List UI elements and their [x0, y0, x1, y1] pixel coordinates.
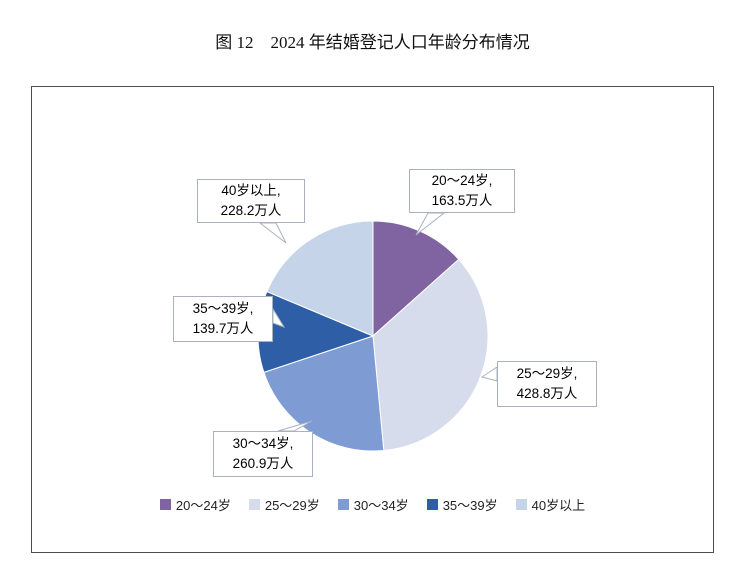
callout-category-label: 30～34岁,: [232, 436, 294, 452]
legend-label: 30～34岁: [353, 498, 409, 513]
chart-legend: 20～24岁 25～29岁 30～34岁 35～39岁 40岁以上: [32, 495, 713, 514]
legend-swatch: [337, 499, 349, 510]
callout-value-label: 428.8万人: [516, 386, 578, 401]
data-label-callout-2: 30～34岁, 260.9万人: [213, 431, 313, 477]
legend-swatch: [159, 499, 171, 510]
figure-title: 图 12 2024 年结婚登记人口年龄分布情况: [215, 33, 530, 52]
callout-category-label: 40岁以上,: [221, 183, 281, 199]
legend-item-4: 40岁以上: [515, 495, 586, 514]
legend-item-3: 35～39岁: [426, 495, 498, 514]
pie-slice-1: [372, 258, 489, 452]
legend-swatch: [426, 499, 438, 510]
legend-label: 40岁以上: [531, 498, 586, 513]
callout-value-label: 139.7万人: [192, 321, 254, 336]
callout-pointer-4: [258, 222, 287, 244]
data-label-callout-1: 25～29岁, 428.8万人: [497, 361, 597, 407]
legend-label: 20～24岁: [175, 498, 231, 513]
callout-value-label: 260.9万人: [232, 456, 294, 471]
callout-pointer-1: [480, 366, 498, 382]
pie-chart: [257, 212, 498, 452]
callout-category-label: 25～29岁,: [516, 366, 578, 382]
callout-category-label: 35～39岁,: [192, 301, 254, 317]
legend-label: 25～29岁: [264, 498, 320, 513]
callout-category-label: 20～24岁,: [431, 173, 493, 189]
callout-pointer-3: [272, 307, 286, 328]
data-label-callout-4: 40岁以上, 228.2万人: [197, 179, 305, 223]
callout-value-label: 163.5万人: [431, 193, 493, 208]
legend-item-1: 25～29岁: [248, 495, 320, 514]
legend-swatch: [515, 499, 527, 510]
data-label-callout-0: 20～24岁, 163.5万人: [409, 169, 515, 213]
legend-item-0: 20～24岁: [159, 495, 231, 514]
legend-label: 35～39岁: [442, 498, 498, 513]
callout-pointer-0: [415, 212, 446, 236]
data-label-callout-3: 35～39岁, 139.7万人: [173, 296, 273, 342]
chart-container: 20～24岁 25～29岁 30～34岁 35～39岁 40岁以上 20～24岁, 163…: [31, 86, 714, 553]
callout-value-label: 228.2万人: [220, 203, 282, 218]
pie-slice-4: [266, 220, 374, 337]
legend-item-2: 30～34岁: [337, 495, 409, 514]
legend-swatch: [248, 499, 260, 510]
